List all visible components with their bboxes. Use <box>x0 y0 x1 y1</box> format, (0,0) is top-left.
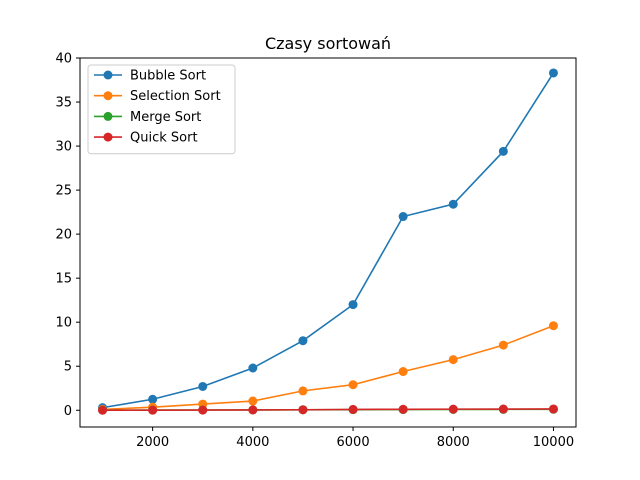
y-tick-label: 20 <box>55 228 72 243</box>
data-point <box>298 405 308 415</box>
legend-marker <box>103 91 113 101</box>
legend-label: Merge Sort <box>130 110 201 125</box>
series-line-4 <box>102 408 554 412</box>
data-point <box>448 199 458 209</box>
data-point <box>198 381 208 391</box>
series-line-1 <box>102 72 555 409</box>
x-tick-label: 6000 <box>337 435 370 450</box>
data-point <box>498 146 508 156</box>
data-point <box>398 367 408 377</box>
data-point <box>548 68 558 78</box>
y-tick-label: 30 <box>55 140 72 155</box>
x-tick-label: 2000 <box>136 435 169 450</box>
data-point <box>248 405 258 415</box>
data-point <box>548 321 558 331</box>
legend-marker <box>103 111 113 121</box>
data-point <box>248 363 258 373</box>
data-point <box>298 386 308 396</box>
data-point <box>198 405 208 415</box>
series-line-2 <box>102 324 554 411</box>
data-point <box>448 355 458 365</box>
legend-label: Selection Sort <box>130 89 221 104</box>
plot-area <box>98 68 558 415</box>
y-tick-label: 15 <box>55 272 72 287</box>
x-tick-label: 8000 <box>437 435 470 450</box>
chart-title: Czasy sortowań <box>265 34 391 53</box>
legend-marker <box>103 70 113 80</box>
data-point <box>398 212 408 222</box>
legend-box <box>87 64 236 155</box>
data-point <box>548 404 558 414</box>
y-tick-label: 5 <box>64 360 72 375</box>
data-point <box>98 405 108 415</box>
axes-frame <box>79 57 577 428</box>
y-tick-label: 0 <box>64 404 72 419</box>
x-tick-label: 4000 <box>236 435 269 450</box>
data-point <box>298 336 308 346</box>
y-tick-label: 10 <box>55 316 72 331</box>
axes: 2000 4000 6000 8000 10000 0 5 10 15 20 25 30 35 40 <box>55 52 577 450</box>
data-point <box>148 394 158 404</box>
legend-label: Quick Sort <box>130 131 198 146</box>
data-point <box>398 404 408 414</box>
legend-marker <box>103 132 113 142</box>
data-point <box>448 404 458 414</box>
legend: Bubble Sort Selection Sort Merge Sort Quick… <box>87 64 236 155</box>
data-point <box>498 404 508 414</box>
data-point <box>348 380 358 390</box>
data-point <box>248 396 258 406</box>
legend-label: Bubble Sort <box>130 69 206 84</box>
data-point <box>148 405 158 415</box>
data-point <box>348 404 358 414</box>
y-tick-label: 25 <box>55 184 72 199</box>
y-tick-label: 35 <box>55 96 72 111</box>
data-point <box>348 300 358 310</box>
x-tick-label: 10000 <box>533 435 574 450</box>
y-tick-label: 40 <box>55 52 72 67</box>
data-point <box>498 340 508 350</box>
